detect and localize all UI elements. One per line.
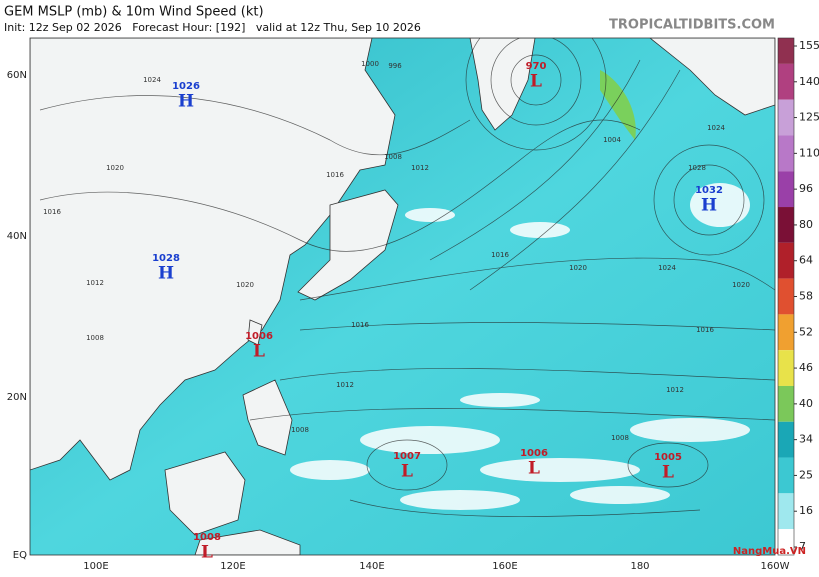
isobar-label: 1020 [732,281,750,289]
colorbar-label: 46 [799,361,813,374]
pressure-value: 970 [526,61,547,72]
colorbar-label: 25 [799,468,813,481]
colorbar-segment [778,457,794,494]
isobar-label: 1000 [361,60,379,68]
isobar-label: 1016 [696,326,714,334]
calm-areas [290,183,750,510]
map [30,38,775,555]
pressure-value: 1032 [695,185,723,196]
isobar-label: 1016 [351,321,369,329]
isobar-label: 1024 [707,124,725,132]
pressure-center: H [158,264,174,284]
isobar-label: 1020 [569,264,587,272]
pressure-center: L [530,72,542,92]
isobar-label: 1016 [43,208,61,216]
pressure-value: 1005 [654,452,682,463]
pressure-center: L [253,342,265,362]
isobar-label: 1020 [106,164,124,172]
isobar-label: 1004 [603,136,621,144]
longitude-label: 140E [359,561,384,572]
isobar-label: 1024 [143,76,161,84]
colorbar-label: 140 [799,75,819,88]
longitude-label: 180 [630,561,649,572]
longitude-label: 100E [83,561,108,572]
colorbar-segment [778,385,794,422]
pressure-center: L [201,543,213,563]
isobar-label: 1016 [326,171,344,179]
pressure-center: L [528,459,540,479]
colorbar-label: 96 [799,182,813,195]
isobar-label: 1016 [491,251,509,259]
isobar-label: 1020 [236,281,254,289]
isobar-label: 1012 [86,279,104,287]
colorbar-segment [778,421,794,458]
latitude-label: 40N [7,231,27,242]
strong-wind [600,70,636,140]
isobar-label: 1028 [688,164,706,172]
colorbar-label: 7 [799,540,806,553]
colorbar-label: 40 [799,397,813,410]
pressure-center: H [701,196,717,216]
pressure-center: L [662,463,674,483]
colorbar-segment [778,135,794,172]
colorbar-label: 58 [799,290,813,303]
pressure-value: 1006 [520,448,548,459]
watermark: NangMua.VN [733,546,806,557]
source: TROPICALTIDBITS.COM [609,18,775,33]
longitude-label: 160W [761,561,790,572]
pressure-value: 1006 [245,331,273,342]
colorbar-label: 16 [799,504,813,517]
pressure-value: 1026 [172,81,200,92]
longitude-label: 120E [220,561,245,572]
colorbar-segment [778,207,794,243]
longitude-label: 160E [492,561,517,572]
latitude-label: 20N [7,392,27,403]
latitude-label: EQ [13,550,27,561]
subtitle: Init: 12z Sep 02 2026 Forecast Hour: [19… [4,21,421,34]
colorbar-segment [778,38,794,64]
isobar-label: 1012 [666,386,684,394]
colorbar-label: 52 [799,325,813,338]
colorbar-segment [778,242,794,279]
isobar-label: 1012 [336,381,354,389]
isobar-label: 1008 [86,334,104,342]
colorbar-segment [778,529,794,555]
colorbar-segment [778,63,794,100]
isobars [39,38,775,517]
colorbar-segment [778,99,794,136]
isobar-label: 1008 [384,153,402,161]
colorbar-segment [778,278,794,315]
colorbar: 155 140 125 110 96 80 64 58 52 46 40 34 25 16 7 [777,37,819,556]
isobar-label: 1024 [658,264,676,272]
pressure-center: H [178,92,194,112]
colorbar-label: 64 [799,254,813,267]
title: GEM MSLP (mb) & 10m Wind Speed (kt) [4,5,264,20]
isobar-label: 1008 [291,426,309,434]
colorbar-label: 34 [799,433,813,446]
latitude-label: 60N [7,70,27,81]
colorbar-label: 80 [799,218,813,231]
land [30,38,775,555]
colorbar-label: 155 [799,39,819,52]
pressure-value: 1028 [152,253,180,264]
isobar-label: 996 [388,62,402,70]
pressure-value: 1008 [193,532,221,543]
pressure-value: 1007 [393,451,421,462]
colorbar-label: 110 [799,146,819,159]
isobar-label: 1012 [411,164,429,172]
isobar-label: 1008 [611,434,629,442]
colorbar-label: 125 [799,111,819,124]
colorbar-segment [778,171,794,208]
colorbar-segment [778,350,794,386]
colorbar-segment [778,314,794,351]
map-frame [29,37,776,556]
colorbar-segment [778,493,794,530]
pressure-center: L [401,462,413,482]
